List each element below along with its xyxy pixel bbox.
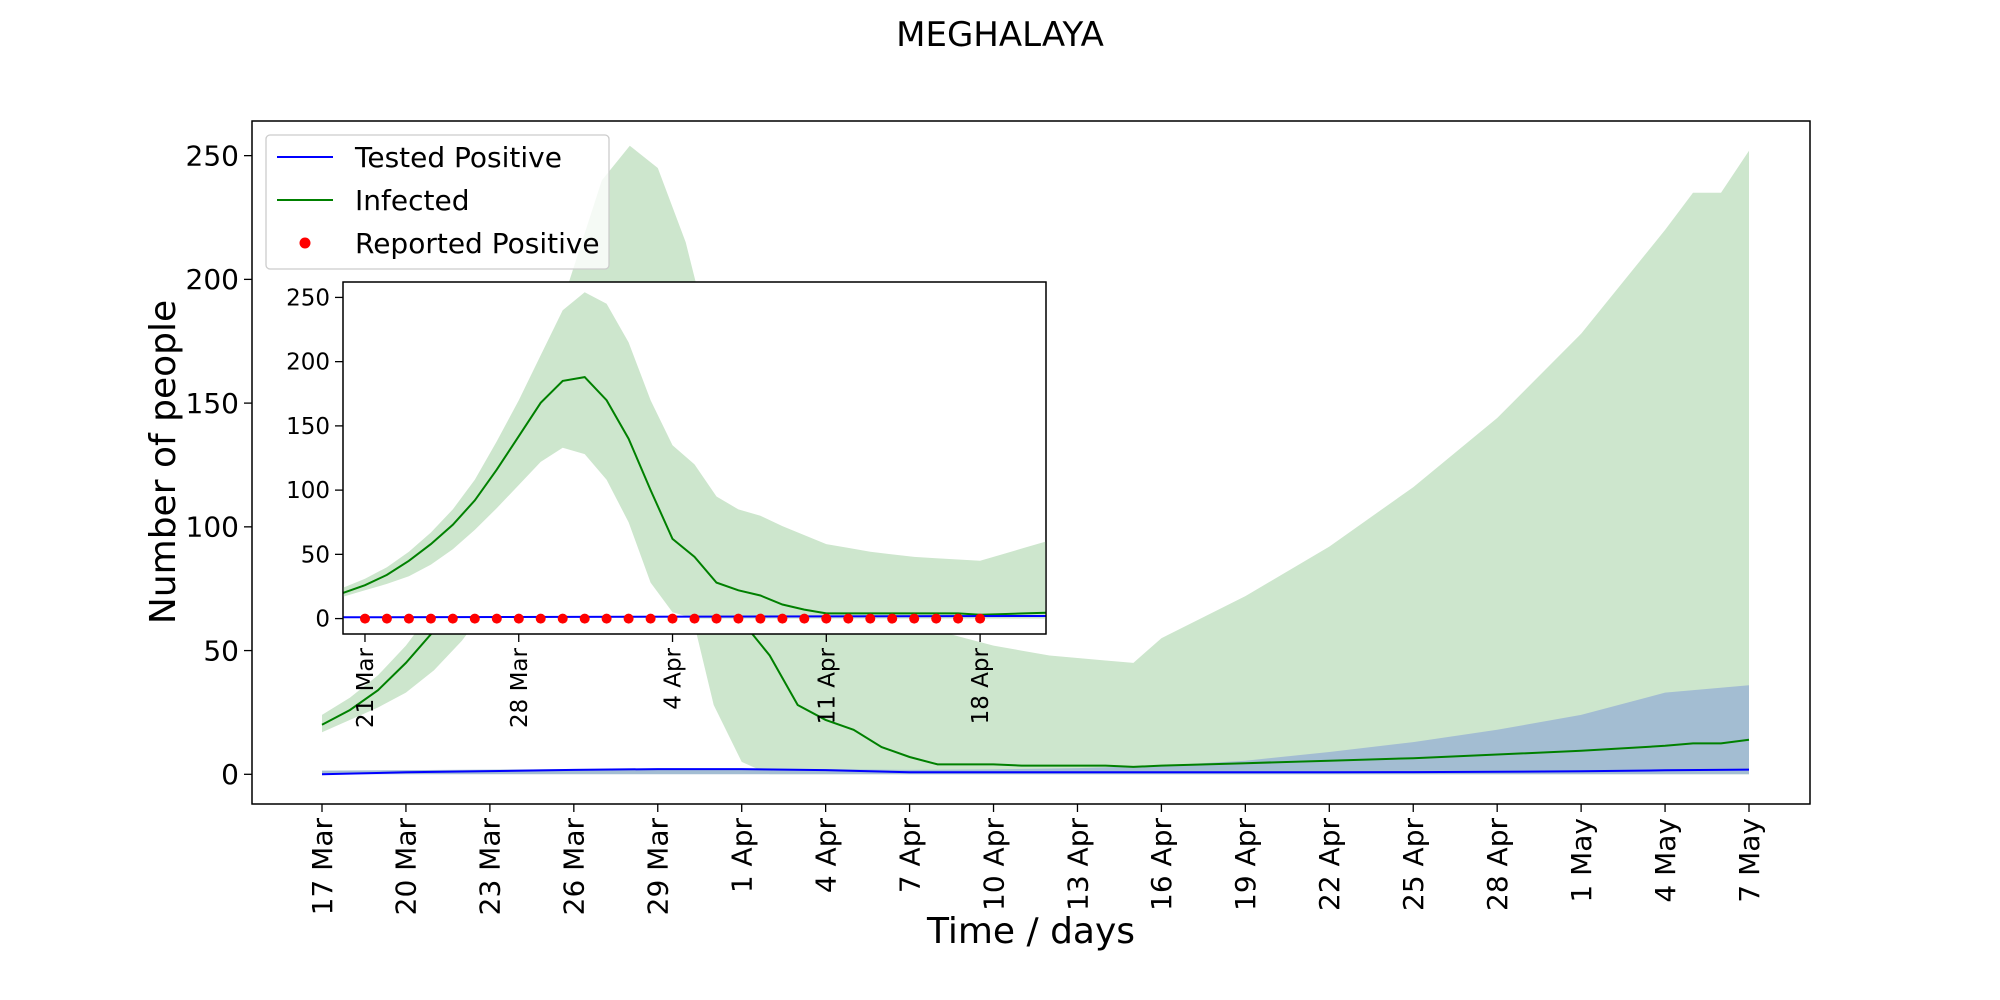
main-x-tick-label: 23 Mar	[474, 818, 507, 916]
main-x-tick-label: 19 Apr	[1229, 818, 1262, 911]
reported-positive-point	[645, 613, 656, 624]
reported-positive-point	[887, 613, 898, 624]
main-x-tick-label: 13 Apr	[1061, 818, 1094, 911]
main-x-tick-label: 25 Apr	[1397, 818, 1430, 911]
main-x-tick-label: 7 Apr	[893, 818, 926, 894]
reported-positive-point	[447, 613, 458, 624]
inset-infected-line	[342, 376, 1047, 616]
reported-positive-point	[843, 613, 854, 624]
reported-positive-point	[909, 613, 920, 624]
reported-positive-point	[557, 613, 568, 624]
inset-x-tick-label: 18 Apr	[968, 647, 994, 724]
main-x-tick-label: 20 Mar	[390, 818, 423, 916]
main-x-ticks: 17 Mar 20 Mar 23 Mar 26 Mar 29 Mar 1 Apr 4 Apr…	[306, 804, 1766, 915]
reported-positive-point	[689, 613, 700, 624]
legend-reported-swatch	[299, 237, 311, 249]
reported-positive-point	[865, 613, 876, 624]
main-x-tick-label: 26 Mar	[558, 818, 591, 916]
inset-y-ticks: 0 50 100 150 200 250	[286, 285, 343, 633]
main-x-tick-label: 7 May	[1733, 818, 1766, 903]
main-y-tick-label: 250	[186, 139, 239, 172]
main-x-tick-label: 28 Apr	[1481, 818, 1514, 911]
inset-infected-band	[343, 292, 1046, 619]
main-x-tick-label: 4 May	[1649, 818, 1682, 903]
inset-y-tick-label: 0	[315, 607, 330, 633]
inset-x-tick-label: 4 Apr	[661, 647, 687, 709]
main-x-tick-label: 29 Mar	[642, 818, 675, 916]
reported-positive-point	[711, 613, 722, 624]
reported-positive-point	[799, 613, 810, 624]
reported-positive-point	[360, 613, 370, 624]
main-y-tick-label: 50	[203, 634, 239, 667]
legend-tested-label: Tested Positive	[354, 141, 562, 174]
reported-positive-point	[381, 613, 392, 624]
inset-x-ticks: 21 Mar 28 Mar 4 Apr 11 Apr 18 Apr	[353, 634, 994, 728]
reported-positive-point	[425, 613, 436, 624]
inset-x-tick-label: 28 Mar	[507, 647, 533, 728]
inset-y-tick-label: 150	[286, 414, 330, 440]
main-y-ticks: 0 50 100 150 200 250	[186, 139, 252, 791]
main-x-tick-label: 17 Mar	[306, 818, 339, 916]
legend-reported-label: Reported Positive	[355, 227, 600, 260]
x-axis-label: Time / days	[926, 911, 1135, 952]
reported-positive-point	[975, 613, 986, 624]
main-x-tick-label: 4 Apr	[809, 818, 842, 894]
legend-box	[265, 134, 610, 270]
reported-positive-point	[953, 613, 964, 624]
reported-positive-point	[469, 613, 480, 624]
main-y-tick-label: 0	[221, 758, 239, 791]
reported-positive-point	[931, 613, 942, 624]
reported-positive-point	[601, 613, 612, 624]
main-x-tick-label: 10 Apr	[977, 818, 1010, 911]
inset-x-tick-label: 11 Apr	[814, 647, 840, 724]
reported-positive-point	[513, 613, 524, 624]
legend: Tested Positive Infected Reported Positi…	[265, 134, 610, 270]
main-y-tick-label: 200	[186, 263, 239, 296]
tested-positive-line	[321, 768, 1750, 776]
main-x-tick-label: 22 Apr	[1313, 818, 1346, 911]
inset-x-tick-label: 21 Mar	[353, 647, 379, 728]
main-x-tick-label: 1 Apr	[726, 818, 759, 894]
reported-positive-point	[777, 613, 788, 624]
chart-title: MEGHALAYA	[896, 15, 1104, 55]
reported-positive-point	[623, 613, 634, 624]
main-plot-border	[251, 120, 1811, 805]
inset-y-tick-label: 250	[286, 285, 330, 311]
reported-positive-point	[821, 613, 832, 624]
main-y-tick-label: 150	[186, 387, 239, 420]
main-y-tick-label: 100	[186, 511, 239, 544]
reported-positive-point	[535, 613, 546, 624]
reported-positive-point	[733, 613, 744, 624]
main-x-tick-label: 1 May	[1565, 818, 1598, 903]
inset-bands	[343, 292, 1046, 619]
y-axis-label: Number of people	[143, 300, 184, 624]
tested-positive-band	[322, 685, 1749, 775]
reported-positive-point	[491, 613, 502, 624]
inset-points	[360, 613, 986, 624]
inset-plot-border	[342, 281, 1047, 635]
inset-y-tick-label: 50	[301, 542, 330, 568]
inset-y-tick-label: 100	[286, 478, 330, 504]
reported-positive-point	[403, 613, 414, 624]
reported-positive-point	[755, 613, 766, 624]
main-x-tick-label: 16 Apr	[1145, 818, 1178, 911]
reported-positive-point	[579, 613, 590, 624]
reported-positive-point	[667, 613, 678, 624]
inset-y-tick-label: 200	[286, 350, 330, 376]
legend-infected-label: Infected	[355, 184, 469, 217]
